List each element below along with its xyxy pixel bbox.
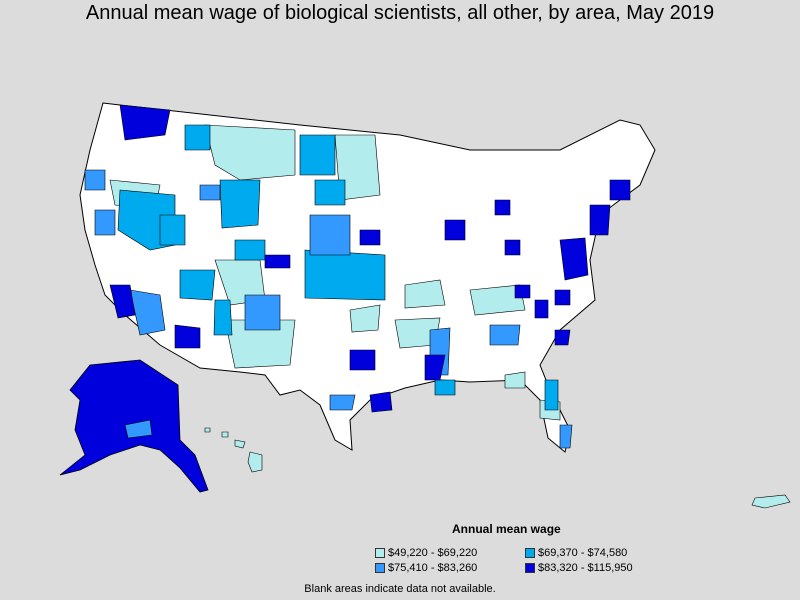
region [359,229,381,246]
region [504,371,526,389]
legend-item-2: $69,370 - $74,580 [525,546,627,560]
region [129,289,166,336]
region [159,214,186,246]
region [84,169,106,191]
region [264,254,291,269]
legend-item-4: $83,320 - $115,950 [525,561,633,575]
region [94,209,116,236]
region [554,329,571,346]
legend-title: Annual mean wage [452,522,561,536]
region [119,104,171,141]
region [334,134,381,201]
blank-areas-note: Blank areas indicate data not available. [304,583,496,595]
region [213,299,233,336]
region [469,284,526,316]
legend-label: $69,370 - $74,580 [538,547,628,559]
region [534,299,549,319]
region [609,179,631,201]
map-title: Annual mean wage of biological scientist… [85,2,715,24]
region [199,184,221,201]
region [179,269,216,301]
region [234,239,266,261]
region [514,284,531,299]
legend-item-3: $75,410 - $83,260 [375,561,477,575]
region [434,379,456,396]
regions-dark [109,104,631,413]
alaska-region [124,419,153,439]
legend-swatch [375,548,385,558]
region [314,179,346,206]
region [404,279,446,309]
region [559,237,589,281]
region [204,124,296,181]
region [329,394,356,411]
regions-medium [84,169,573,449]
region [184,124,211,151]
region [559,424,573,449]
legend-swatch [525,563,535,573]
legend-label: $49,220 - $69,220 [388,547,478,559]
hawaii-shape [204,427,263,473]
region [309,214,351,256]
regions-cyan [117,124,559,411]
region [349,304,381,333]
region [504,239,521,256]
region [349,349,376,371]
puerto-rico-shape [751,494,791,509]
legend-item-1: $49,220 - $69,220 [375,546,477,560]
legend-swatch [525,548,535,558]
region [494,199,511,216]
region [489,324,521,346]
region [109,284,136,319]
region [219,179,261,229]
region [424,354,446,381]
region [554,289,571,306]
region [244,294,281,331]
region [174,324,201,349]
region [369,391,393,413]
region [589,204,611,236]
region [299,134,336,176]
legend-label: $75,410 - $83,260 [388,562,478,574]
region [304,249,386,301]
legend-swatch [375,563,385,573]
region [444,219,466,241]
legend-label: $83,320 - $115,950 [538,562,633,574]
region [544,379,559,411]
